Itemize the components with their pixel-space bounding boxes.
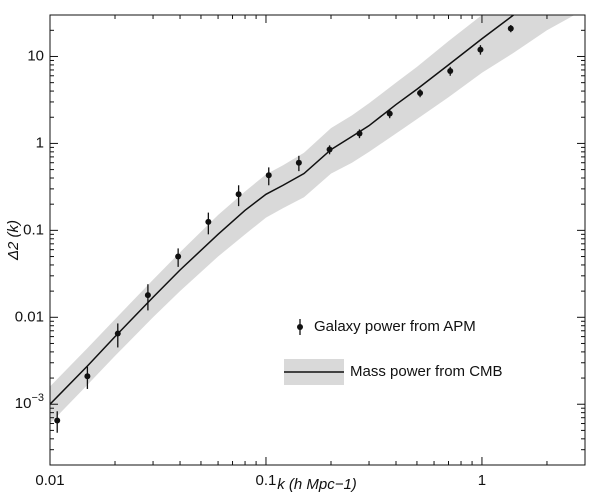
point [54, 417, 61, 424]
y-tick-label: 10−3 [15, 392, 44, 412]
x-tick-label: 0.1 [256, 472, 277, 489]
point [477, 46, 484, 53]
x-tick-label: 0.01 [35, 472, 64, 489]
plot [50, 15, 575, 433]
point [326, 146, 333, 153]
point [386, 110, 393, 117]
y-tick-label: 0.1 [23, 221, 44, 238]
legend-point [297, 324, 303, 330]
legend-label: Mass power from CMB [350, 363, 503, 380]
y-tick-label: 1 [36, 134, 44, 151]
y-axis-label: Δ2 (k) [5, 220, 22, 261]
plot-frame [49, 14, 586, 466]
point [447, 68, 454, 75]
point [295, 159, 302, 166]
y-tick-label: 10 [27, 47, 44, 64]
point [84, 373, 91, 380]
point [144, 292, 151, 299]
point [265, 172, 272, 179]
point [417, 90, 424, 97]
point [114, 330, 121, 337]
point [507, 25, 514, 32]
point [175, 253, 182, 260]
x-tick-label: 1 [478, 472, 486, 489]
x-axis-label: k (h Mpc−1) [277, 476, 357, 493]
y-tick-label: 0.01 [15, 308, 44, 325]
point [356, 130, 363, 137]
legend-label: Galaxy power from APM [314, 318, 476, 335]
line [50, 15, 514, 405]
point [235, 191, 242, 198]
point [205, 218, 212, 225]
